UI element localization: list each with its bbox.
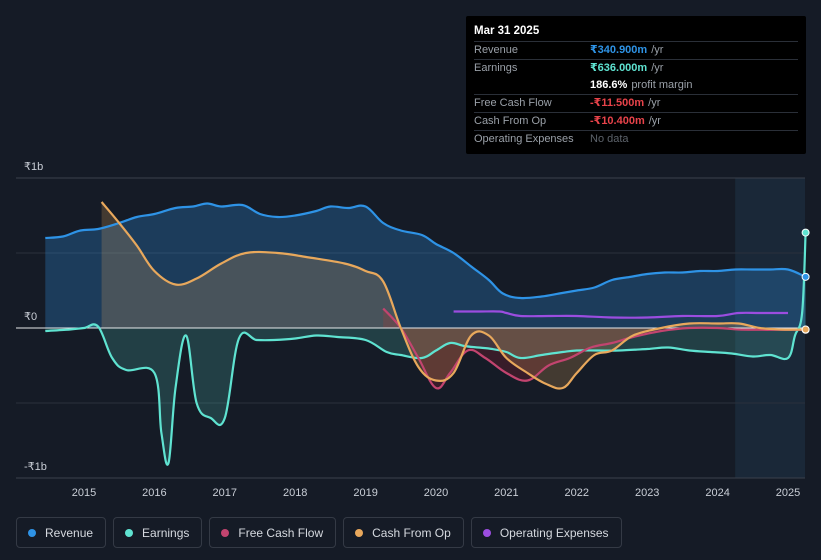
x-axis-ticks: 2015 2016 2017 2018 2019 2020 2021 2022 2023 2024… xyxy=(72,487,800,499)
tooltip-row-earnings: Earnings ₹636.000m /yr xyxy=(474,59,798,77)
x-tick-label: 2023 xyxy=(635,487,659,499)
x-tick-label: 2024 xyxy=(705,487,729,499)
tooltip-value: 186.6% xyxy=(590,79,628,91)
tooltip-label: Free Cash Flow xyxy=(474,97,552,109)
tooltip-date: Mar 31 2025 xyxy=(474,25,540,37)
tooltip-row-revenue: Revenue ₹340.900m /yr xyxy=(474,41,798,59)
tooltip-unit: /yr xyxy=(648,97,661,109)
y-tick-label-bottom: -₹1b xyxy=(24,461,47,473)
legend-label: Cash From Op xyxy=(372,525,451,540)
tooltip-label: Operating Expenses xyxy=(474,133,574,145)
legend-dot-icon xyxy=(221,528,230,537)
x-tick-label: 2020 xyxy=(424,487,448,499)
series-lines xyxy=(45,201,807,466)
earnings-endpoint xyxy=(801,228,810,237)
legend-label: Free Cash Flow xyxy=(238,525,324,540)
series-fills xyxy=(45,202,806,465)
x-tick-label: 2022 xyxy=(565,487,589,499)
tooltip-unit: /yr xyxy=(651,44,664,56)
revenue-line xyxy=(45,202,807,300)
tooltip-label xyxy=(474,77,590,94)
legend-label: Revenue xyxy=(45,525,94,540)
tooltip-value: ₹636.000m xyxy=(590,62,648,74)
earnings-area xyxy=(45,232,806,465)
x-tick-label: 2017 xyxy=(213,487,237,499)
tooltip-value: No data xyxy=(590,133,629,145)
tooltip-label: Cash From Op xyxy=(474,115,547,127)
tooltip-unit: profit margin xyxy=(631,79,693,91)
revenue-endpoint xyxy=(801,272,810,281)
legend-item-operating-expenses[interactable]: Operating Expenses xyxy=(470,517,622,548)
tooltip-row-profit-margin: 186.6% profit margin xyxy=(474,77,798,94)
revenue-area xyxy=(45,203,806,328)
legend-label: Operating Expenses xyxy=(499,525,609,540)
legend-item-revenue[interactable]: Revenue xyxy=(16,517,107,548)
tooltip-label: Revenue xyxy=(474,44,519,56)
x-tick-label: 2018 xyxy=(283,487,307,499)
tooltip-unit: /yr xyxy=(651,62,664,74)
free-cash-flow-line xyxy=(382,307,806,390)
x-tick-label: 2025 xyxy=(776,487,800,499)
tooltip-row-cash-from-op: Cash From Op -₹10.400m /yr xyxy=(474,112,798,130)
chart-legend: Revenue Earnings Free Cash Flow Cash Fro… xyxy=(16,517,622,548)
series-endpoints xyxy=(801,228,810,334)
tooltip-row-operating-expenses: Operating Expenses No data xyxy=(474,130,798,148)
cash-from-op-area xyxy=(101,202,806,389)
legend-item-earnings[interactable]: Earnings xyxy=(113,517,203,548)
legend-item-free-cash-flow[interactable]: Free Cash Flow xyxy=(209,517,337,548)
tooltip-row-free-cash-flow: Free Cash Flow -₹11.500m /yr xyxy=(474,94,798,112)
legend-dot-icon xyxy=(355,528,364,537)
cash-from-op-line xyxy=(100,201,806,390)
earnings-line xyxy=(45,232,807,466)
legend-label: Earnings xyxy=(142,525,190,540)
x-tick-label: 2016 xyxy=(142,487,166,499)
tooltip-unit: /yr xyxy=(648,115,661,127)
legend-item-cash-from-op[interactable]: Cash From Op xyxy=(343,517,464,548)
legend-dot-icon xyxy=(125,528,134,537)
legend-dot-icon xyxy=(28,528,36,537)
y-tick-label-top: ₹1b xyxy=(24,161,43,173)
tooltip-value: -₹10.400m xyxy=(590,115,645,127)
operating-expenses-line xyxy=(453,310,788,319)
x-tick-label: 2021 xyxy=(494,487,518,499)
data-tooltip: Mar 31 2025 Revenue ₹340.900m /yr Earnin… xyxy=(466,16,806,154)
x-tick-label: 2019 xyxy=(353,487,377,499)
tooltip-value: ₹340.900m xyxy=(590,44,648,56)
tooltip-label: Earnings xyxy=(474,62,518,74)
y-tick-label-zero: ₹0 xyxy=(24,311,37,323)
tooltip-value: -₹11.500m xyxy=(590,97,645,109)
legend-dot-icon xyxy=(482,528,491,537)
x-tick-label: 2015 xyxy=(72,487,96,499)
cash-from-op-endpoint xyxy=(801,325,810,334)
